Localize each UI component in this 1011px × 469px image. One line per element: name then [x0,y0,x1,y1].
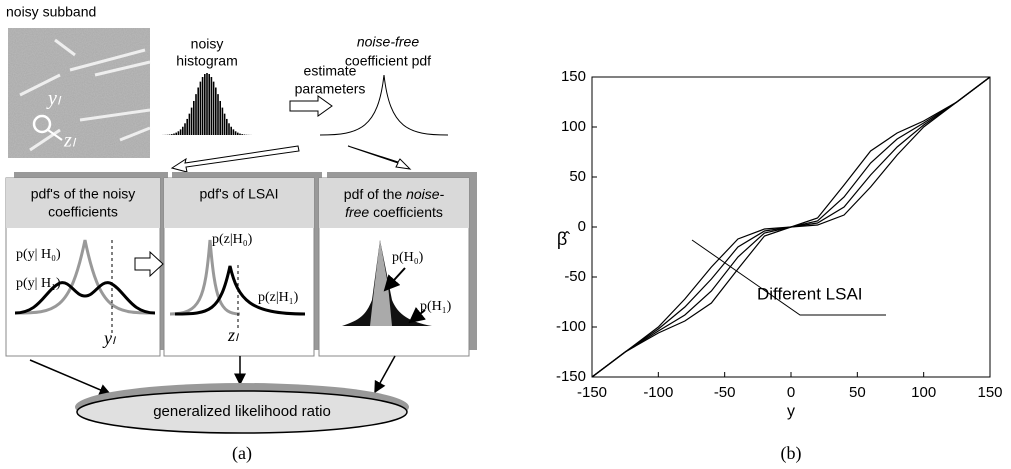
pdf-label: noise-free [357,34,419,50]
split-arrow [170,145,300,173]
histogram-bar [186,118,188,135]
histogram-bar [237,132,239,135]
histogram-bar [182,126,184,135]
histogram-bar [173,133,175,135]
box-title: coefficients [48,204,118,220]
box-title: pdf's of the noisy [31,186,136,202]
flow-arrow [134,250,164,278]
panel-a: noisy subband yₗ zₗ noisy histogram esti… [5,4,477,464]
histogram-bar [199,81,202,135]
histogram-bar [243,134,246,135]
box-title: pdf of the noise- [344,186,445,202]
histogram-icon [162,73,252,135]
y-axis-label: β̂ [557,229,570,249]
annotation: Different LSAI [757,284,863,303]
histogram-bar [212,81,215,135]
y-tick-label: 50 [569,168,586,185]
result-label: generalized likelihood ratio [153,403,331,420]
x-tick-label: 150 [977,384,1002,401]
pdf-label: coefficient pdf [345,53,431,69]
histogram-bar [204,74,206,135]
histogram-bar [241,134,243,135]
histogram-bar [184,123,186,135]
value-label: yₗ [102,328,117,348]
split-arrow [347,145,412,170]
caption: (a) [232,443,252,464]
histogram-bar [177,131,180,135]
pixel-pointer [47,129,63,141]
histogram-bar [206,73,208,135]
subband-texture [8,28,150,158]
histogram-bar [226,118,228,135]
box-lsai: pdf's of LSAI p(z|H₀) p(z|H₁) zₗ [163,172,322,357]
x-tick-label: -100 [643,384,673,401]
y-tick-label: -150 [556,368,586,385]
histogram-bar [223,113,226,135]
estimate-label: parameters [295,81,366,97]
result-ellipse [76,390,408,434]
histogram-bar [188,113,191,135]
histogram-bar [201,76,204,135]
y-tick-label: 0 [578,218,586,235]
x-tick-label: 50 [849,384,866,401]
histogram-bar [208,74,210,135]
histogram-bar [219,100,221,135]
x-tick-label: -150 [577,384,607,401]
histogram-bar [221,107,224,135]
x-tick-label: -50 [714,384,736,401]
curve-label: p(z|H₀) [212,232,253,247]
z-label: zₗ [63,130,77,152]
y-tick-label: 100 [561,118,586,135]
histogram-bar [228,123,230,135]
histogram-bar [230,126,232,135]
curve-label: p(z|H₁) [258,290,299,305]
pixel-marker [32,114,52,134]
histogram-bar [168,134,171,135]
box-title: free coefficients [345,204,443,220]
caption: (b) [781,443,802,464]
histogram-bar [234,131,237,135]
value-label: zₗ [227,325,240,345]
curve-label: p(y| H₁) [16,276,61,291]
x-tick-label: 0 [787,384,795,401]
histogram-bar [175,132,177,135]
histogram-label: noisy [191,36,224,52]
histogram-bar [179,129,182,135]
y-tick-label: 150 [561,68,586,85]
histogram-bar [171,134,173,135]
estimate-arrow [289,95,333,117]
curve-label: p(y| H₀) [16,247,61,262]
histogram-bar [232,129,235,135]
subband-streaks [19,38,151,152]
histogram-bar [239,133,241,135]
histogram-bar [190,107,193,135]
estimate-label: estimate [304,63,357,79]
y-tick-label: -50 [564,268,586,285]
subband-label: noisy subband [6,4,96,20]
x-axis-label: y [787,403,795,420]
result-arrows [29,355,396,396]
pdf-icon [319,74,449,136]
y-tick-label: -100 [556,318,586,335]
curve [591,76,991,378]
histogram-bar [197,87,199,135]
panel-b: -150 -100 -50 0 50 100 150 -150 -100 -50 0 50 100 150… [556,68,1003,464]
x-tick-label: 100 [911,384,936,401]
histogram-bar [215,87,217,135]
curve-label: p(H₁) [420,299,452,314]
histogram-bar [217,94,219,135]
box-title: pdf's of LSAI [200,186,279,202]
box-noise-free: pdf of the noise- free coefficients p(H₀… [318,172,477,357]
annotation-leader [691,239,886,316]
histogram-bar [195,94,197,135]
histogram-label: histogram [176,53,237,69]
curve-label: p(H₀) [392,250,424,265]
histogram-bar [210,76,213,135]
y-label: yₗ [46,88,62,110]
histogram-bar [193,100,195,135]
